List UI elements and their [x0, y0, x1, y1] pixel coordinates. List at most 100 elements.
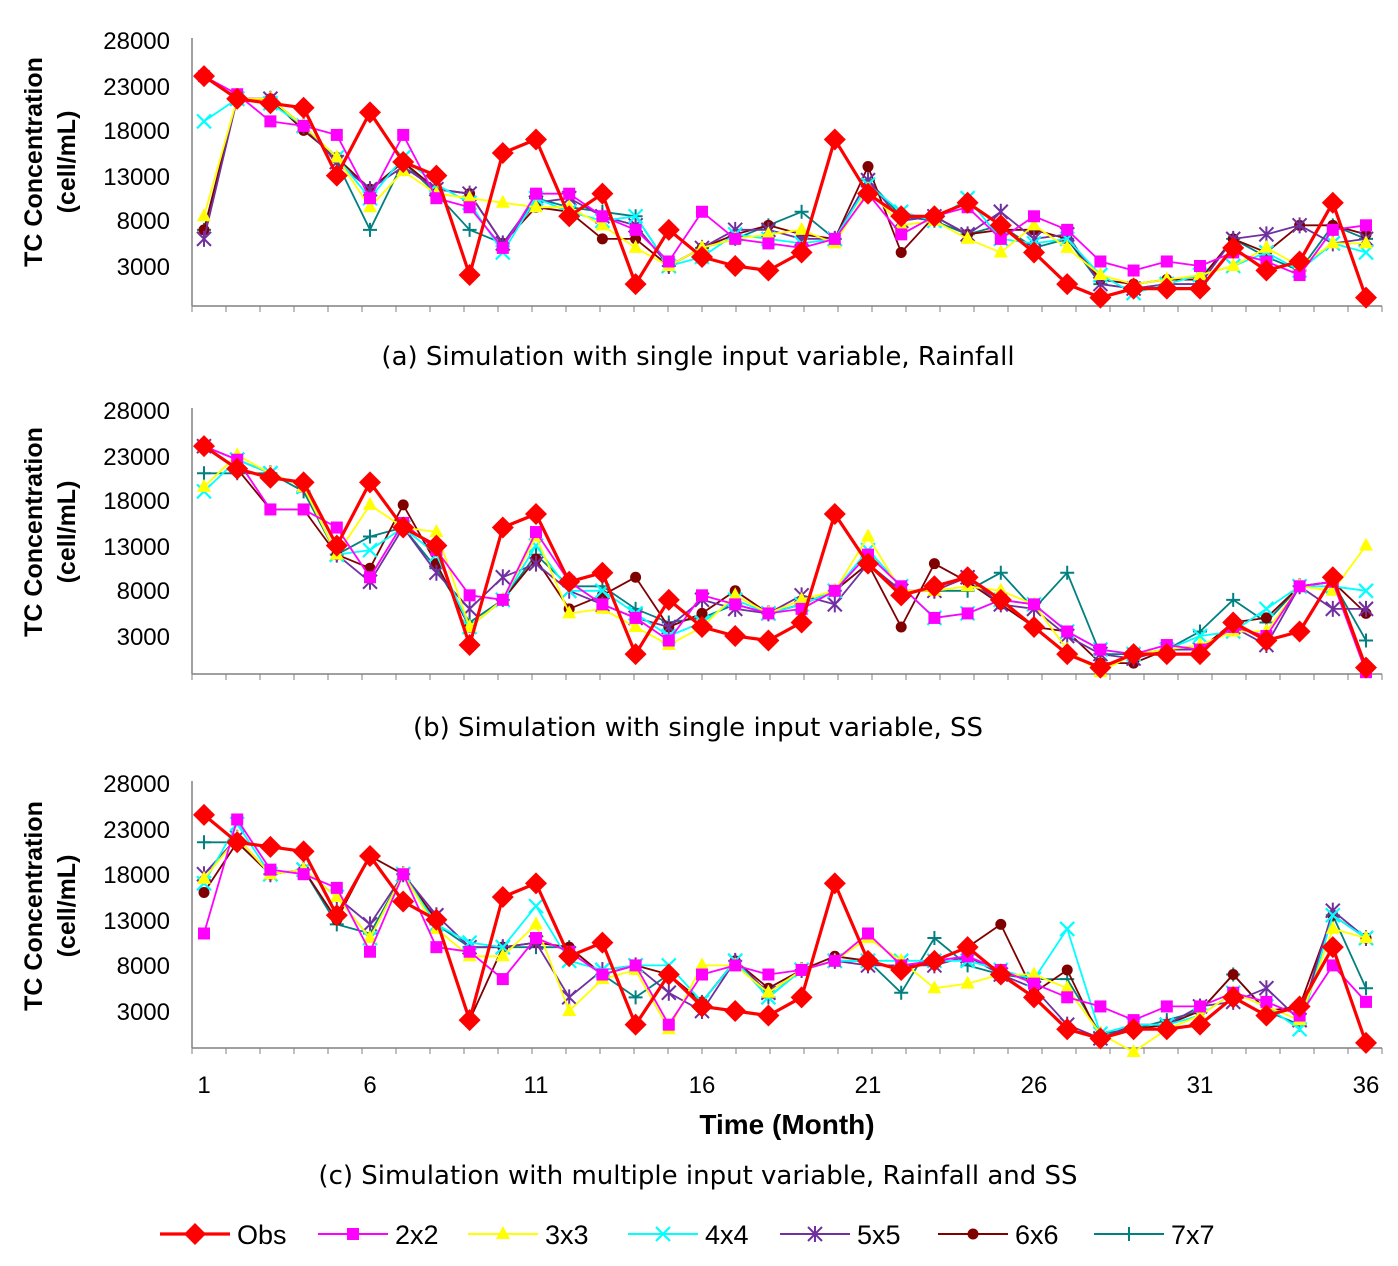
y-tick-label: 13000: [103, 534, 170, 561]
data-point-Obs: [325, 904, 348, 927]
data-point-Obs: [790, 241, 813, 264]
data-point-2x2: [629, 611, 642, 624]
data-point-3x3: [495, 948, 510, 962]
data-point-Obs: [193, 435, 215, 458]
data-point-3x3: [495, 194, 510, 208]
data-point-Obs: [491, 516, 514, 539]
data-point-5x5: [1358, 600, 1374, 617]
data-point-Obs: [1155, 277, 1178, 300]
data-point-3x3: [960, 230, 975, 244]
data-point-Obs: [1222, 611, 1245, 634]
data-point-Obs: [890, 205, 913, 228]
data-point-7x7: [993, 565, 1008, 580]
data-point-2x2: [1127, 264, 1140, 277]
data-point-Obs: [1056, 273, 1079, 296]
data-point-6x6: [1061, 964, 1073, 976]
data-point-Obs: [259, 835, 282, 858]
x-tick-label: 6: [363, 1072, 376, 1099]
y-axis-label-line1: TC Concentration: [20, 57, 48, 267]
data-point-Obs: [491, 142, 514, 164]
data-point-2x2: [1360, 219, 1372, 232]
data-point-7x7: [363, 529, 377, 544]
data-point-Obs: [857, 552, 879, 575]
series-line-Obs: [202, 813, 1368, 1044]
data-point-6x6: [198, 886, 210, 898]
data-point-2x2: [762, 607, 775, 620]
data-point-Obs: [425, 534, 448, 557]
data-point-Obs: [691, 615, 713, 638]
data-point-7x7: [197, 835, 211, 850]
y-tick-label: 23000: [103, 817, 170, 844]
data-point-6x6: [630, 233, 642, 245]
data-point-Obs: [491, 886, 514, 908]
data-point-7x7: [927, 931, 942, 946]
legend-marker: [1122, 1227, 1136, 1241]
data-point-3x3: [197, 208, 211, 222]
x-tick-label: 1: [197, 1072, 210, 1099]
data-point-2x2: [1028, 598, 1040, 611]
data-point-3x3: [562, 1003, 577, 1016]
data-point-Obs: [989, 963, 1012, 986]
data-point-Obs: [193, 803, 215, 826]
y-tick-label: 28000: [103, 398, 170, 425]
data-point-2x2: [994, 232, 1007, 245]
legend-label: Obs: [237, 1220, 287, 1250]
data-point-6x6: [397, 499, 409, 511]
data-point-2x2: [1028, 210, 1040, 223]
data-point-Obs: [591, 561, 614, 584]
data-point-Obs: [724, 1000, 747, 1022]
data-point-3x3: [529, 199, 543, 213]
data-point-3x3: [993, 244, 1008, 258]
data-point-2x2: [696, 205, 708, 218]
data-point-Obs: [359, 101, 381, 124]
data-point-4x4: [627, 208, 644, 225]
legend-entry-3x3: 3x3: [468, 1220, 589, 1250]
y-axis-label-line2: (cell/mL): [53, 855, 81, 958]
data-point-Obs: [1023, 241, 1045, 264]
data-point-2x2: [895, 228, 908, 241]
legend-entry-7x7: 7x7: [1094, 1220, 1215, 1250]
data-point-7x7: [628, 990, 643, 1005]
data-point-3x3: [761, 226, 776, 240]
data-point-Obs: [757, 1004, 780, 1027]
data-point-3x3: [1226, 258, 1241, 271]
data-point-2x2: [729, 959, 742, 972]
data-point-5x5: [428, 564, 445, 581]
data-point-Obs: [1189, 1013, 1211, 1036]
y-tick-label: 28000: [103, 771, 170, 798]
y-tick-label: 3000: [117, 254, 170, 281]
data-point-2x2: [264, 115, 277, 128]
data-point-2x2: [629, 223, 642, 236]
y-tick-label: 28000: [103, 28, 170, 55]
data-point-2x2: [364, 571, 376, 584]
y-tick-label: 8000: [117, 208, 170, 235]
data-point-2x2: [1194, 1000, 1206, 1013]
series-line-6x6: [203, 841, 1367, 1040]
data-point-Obs: [1122, 277, 1145, 300]
data-point-2x2: [596, 598, 609, 611]
data-point-3x3: [1359, 537, 1373, 551]
data-point-4x4: [196, 113, 212, 130]
y-axis-label-line2: (cell/mL): [53, 481, 81, 584]
data-point-2x2: [662, 634, 675, 647]
data-point-3x3: [761, 984, 776, 998]
data-point-Obs: [1023, 986, 1045, 1009]
data-point-Obs: [657, 963, 680, 986]
data-point-Obs: [1321, 936, 1344, 959]
x-axis-title: Time (Month): [699, 1109, 874, 1140]
data-point-3x3: [794, 591, 809, 605]
data-point-2x2: [862, 927, 874, 940]
data-point-2x2: [696, 968, 708, 981]
data-point-Obs: [1089, 656, 1112, 679]
data-point-2x2: [1160, 255, 1173, 268]
legend-label: 7x7: [1171, 1220, 1215, 1250]
data-point-7x7: [894, 985, 909, 1000]
data-point-Obs: [1056, 1018, 1079, 1041]
data-point-3x3: [562, 605, 577, 619]
data-point-2x2: [1028, 977, 1040, 990]
data-point-5x5: [561, 989, 577, 1006]
data-point-6x6: [995, 918, 1007, 930]
data-point-2x2: [496, 241, 509, 254]
data-point-2x2: [1194, 260, 1206, 272]
